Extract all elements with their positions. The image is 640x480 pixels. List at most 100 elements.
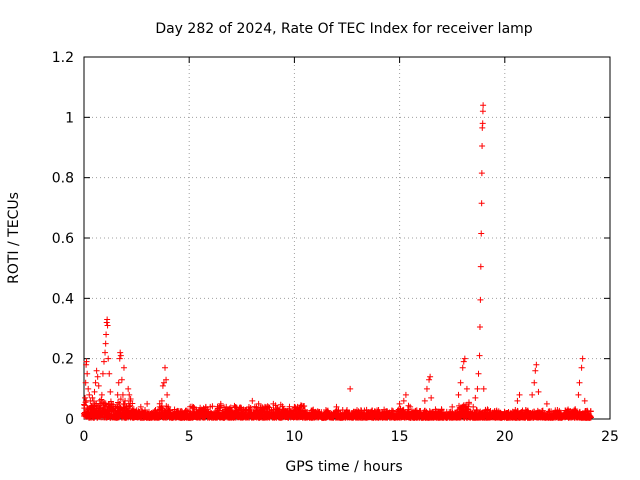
data-point	[115, 379, 122, 386]
data-point	[107, 388, 114, 395]
data-point	[585, 412, 592, 419]
data-point	[102, 349, 109, 356]
data-point	[165, 403, 172, 410]
y-tick-label: 0.6	[52, 231, 74, 247]
data-point	[476, 323, 483, 330]
data-point	[162, 364, 169, 371]
data-point	[255, 400, 262, 407]
x-tick-label: 20	[496, 429, 514, 445]
data-point	[126, 391, 133, 398]
data-point	[117, 396, 124, 403]
data-point	[344, 406, 350, 413]
data-point	[196, 406, 203, 413]
data-point	[479, 120, 486, 127]
data-point	[122, 397, 129, 404]
y-tick-label: 0.2	[52, 352, 74, 368]
data-point	[539, 407, 546, 414]
data-point	[120, 364, 127, 371]
data-point	[125, 385, 132, 392]
data-point	[564, 409, 571, 416]
data-point	[100, 358, 107, 365]
data-point	[428, 394, 435, 401]
data-point	[459, 364, 466, 371]
data-point	[117, 352, 124, 359]
data-point	[270, 400, 277, 407]
data-point	[478, 200, 485, 207]
data-point	[110, 406, 117, 413]
data-point	[522, 406, 529, 413]
data-point	[137, 403, 144, 410]
data-point	[99, 370, 106, 377]
data-point	[423, 385, 430, 392]
data-point	[543, 400, 550, 407]
data-point	[478, 170, 485, 177]
y-axis-label: ROTI / TECUs	[6, 192, 22, 284]
data-point	[117, 349, 124, 356]
x-tick-label: 15	[391, 429, 409, 445]
data-point	[475, 370, 482, 377]
data-point	[123, 403, 130, 410]
data-point	[98, 391, 105, 398]
data-point	[457, 379, 464, 386]
data-point	[463, 385, 470, 392]
data-point	[83, 358, 90, 365]
data-point	[426, 376, 433, 383]
data-point	[575, 391, 582, 398]
data-point	[478, 230, 485, 237]
data-point	[516, 391, 523, 398]
data-point	[158, 397, 165, 404]
data-point	[417, 409, 424, 416]
data-point	[484, 406, 491, 413]
data-point	[474, 385, 481, 392]
data-point	[389, 407, 396, 414]
data-point	[118, 376, 125, 383]
data-point	[476, 352, 483, 359]
data-point	[365, 409, 372, 416]
data-point	[460, 358, 467, 365]
y-tick-label: 1.2	[52, 50, 74, 66]
data-point	[207, 403, 214, 410]
y-tick-label: 1	[65, 110, 74, 126]
x-tick-label: 10	[285, 429, 303, 445]
data-point	[88, 403, 95, 410]
data-point	[129, 406, 136, 413]
data-point	[514, 397, 521, 404]
data-point	[104, 322, 111, 329]
data-point	[301, 402, 308, 409]
data-point	[159, 382, 166, 389]
data-point	[461, 355, 468, 362]
data-point	[228, 406, 235, 413]
data-point	[347, 385, 354, 392]
data-point	[312, 409, 319, 416]
data-point	[160, 379, 167, 386]
data-point	[479, 108, 486, 115]
data-point	[576, 379, 583, 386]
data-point	[116, 355, 123, 362]
data-point	[163, 376, 170, 383]
data-point	[96, 397, 103, 404]
data-point	[407, 403, 414, 410]
y-tick-label: 0	[65, 412, 74, 428]
data-point	[333, 403, 340, 410]
data-point	[133, 409, 140, 416]
data-point	[466, 400, 473, 407]
data-point	[167, 409, 174, 416]
data-point	[421, 397, 428, 404]
data-point	[144, 400, 151, 407]
data-point	[86, 391, 93, 398]
data-point	[301, 406, 308, 413]
data-point	[581, 397, 588, 404]
plot-frame	[83, 56, 611, 420]
data-point	[84, 370, 91, 377]
data-point	[85, 385, 92, 392]
data-point	[532, 367, 539, 374]
data-point	[400, 397, 407, 404]
data-point	[90, 406, 97, 413]
data-point	[449, 403, 456, 410]
data-point	[82, 379, 89, 386]
data-point	[113, 403, 120, 410]
data-point	[106, 370, 113, 377]
data-point	[104, 316, 111, 323]
data-point	[261, 403, 268, 410]
